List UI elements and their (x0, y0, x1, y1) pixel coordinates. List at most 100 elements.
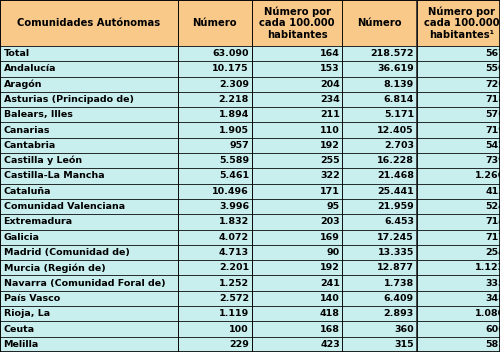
Bar (178, 260, 252, 276)
Bar (178, 245, 252, 260)
Bar (416, 107, 500, 122)
Text: 423: 423 (320, 340, 340, 349)
Bar (178, 214, 252, 230)
Text: Galicia: Galicia (4, 233, 40, 242)
Bar (178, 46, 252, 61)
Bar (416, 0, 500, 46)
Text: 1.905: 1.905 (219, 126, 249, 134)
Bar (252, 321, 342, 337)
Bar (0, 61, 178, 76)
Text: 203: 203 (320, 218, 340, 226)
Bar (416, 214, 500, 230)
Bar (342, 199, 416, 214)
Bar (178, 306, 252, 321)
Text: 1.266: 1.266 (475, 171, 500, 181)
Bar (416, 276, 500, 291)
Text: 6.453: 6.453 (384, 218, 414, 226)
Bar (342, 107, 416, 122)
Text: 315: 315 (394, 340, 414, 349)
Bar (252, 276, 342, 291)
Bar (342, 184, 416, 199)
Text: 719: 719 (485, 126, 500, 134)
Text: 25.441: 25.441 (378, 187, 414, 196)
Bar (0, 306, 178, 321)
Text: 714: 714 (485, 218, 500, 226)
Bar (252, 260, 342, 276)
Text: 1.252: 1.252 (219, 279, 249, 288)
Bar (342, 0, 416, 46)
Text: 140: 140 (320, 294, 340, 303)
Text: 576: 576 (485, 110, 500, 119)
Text: 13.335: 13.335 (378, 248, 414, 257)
Bar (0, 337, 178, 352)
Text: Número: Número (192, 18, 237, 28)
Text: 36.619: 36.619 (378, 64, 414, 73)
Bar (0, 184, 178, 199)
Bar (0, 76, 178, 92)
Text: 6.814: 6.814 (384, 95, 414, 104)
Text: 1.123: 1.123 (475, 263, 500, 272)
Bar (342, 230, 416, 245)
Bar (0, 214, 178, 230)
Bar (0, 107, 178, 122)
Text: Extremadura: Extremadura (4, 218, 72, 226)
Bar (252, 107, 342, 122)
Text: 153: 153 (320, 64, 340, 73)
Text: 171: 171 (320, 187, 340, 196)
Bar (416, 260, 500, 276)
Bar (416, 199, 500, 214)
Bar (252, 92, 342, 107)
Bar (0, 230, 178, 245)
Bar (252, 46, 342, 61)
Text: Navarra (Comunidad Foral de): Navarra (Comunidad Foral de) (4, 279, 165, 288)
Text: 524: 524 (485, 202, 500, 211)
Text: 21.959: 21.959 (378, 202, 414, 211)
Text: 717: 717 (485, 233, 500, 242)
Bar (416, 46, 500, 61)
Text: Aragón: Aragón (4, 80, 42, 89)
Text: 2.201: 2.201 (219, 263, 249, 272)
Text: Andalucía: Andalucía (4, 64, 56, 73)
Text: Comunidad Valenciana: Comunidad Valenciana (4, 202, 124, 211)
Bar (342, 122, 416, 138)
Bar (416, 321, 500, 337)
Bar (178, 168, 252, 184)
Text: 582: 582 (485, 340, 500, 349)
Text: 1.894: 1.894 (218, 110, 249, 119)
Text: 110: 110 (320, 126, 340, 134)
Bar (178, 138, 252, 153)
Bar (416, 230, 500, 245)
Bar (178, 76, 252, 92)
Bar (342, 138, 416, 153)
Text: 211: 211 (320, 110, 340, 119)
Text: 2.703: 2.703 (384, 141, 414, 150)
Bar (416, 61, 500, 76)
Bar (252, 230, 342, 245)
Text: Cataluña: Cataluña (4, 187, 51, 196)
Text: 4.713: 4.713 (219, 248, 249, 257)
Text: 1.119: 1.119 (219, 309, 249, 318)
Text: 606: 606 (485, 325, 500, 334)
Text: Castilla-La Mancha: Castilla-La Mancha (4, 171, 104, 181)
Text: 241: 241 (320, 279, 340, 288)
Text: 739: 739 (485, 156, 500, 165)
Bar (178, 291, 252, 306)
Text: 2.218: 2.218 (218, 95, 249, 104)
Text: Castilla y León: Castilla y León (4, 156, 82, 165)
Text: 720: 720 (485, 80, 500, 89)
Bar (0, 168, 178, 184)
Text: 718: 718 (485, 95, 500, 104)
Bar (252, 214, 342, 230)
Bar (178, 122, 252, 138)
Bar (0, 153, 178, 168)
Text: Cantabria: Cantabria (4, 141, 56, 150)
Bar (342, 245, 416, 260)
Bar (416, 76, 500, 92)
Text: 90: 90 (327, 248, 340, 257)
Text: 567: 567 (485, 49, 500, 58)
Bar (252, 168, 342, 184)
Bar (342, 306, 416, 321)
Bar (416, 306, 500, 321)
Text: 21.468: 21.468 (377, 171, 414, 181)
Text: Comunidades Autónomas: Comunidades Autónomas (17, 18, 161, 28)
